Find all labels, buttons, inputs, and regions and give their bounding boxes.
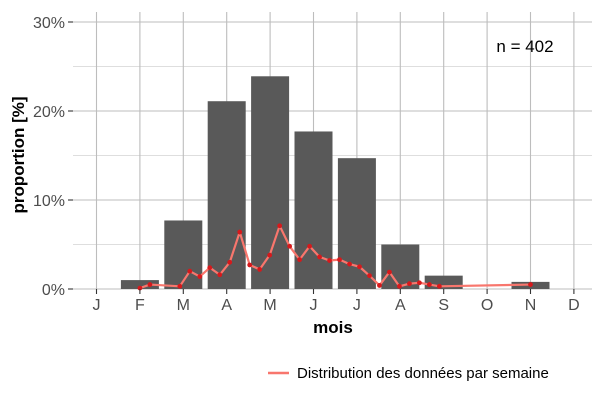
x-tick-label: N xyxy=(525,297,537,314)
bar-4 xyxy=(207,101,246,290)
bars xyxy=(120,76,550,290)
weekly-point xyxy=(207,265,213,271)
bar-6 xyxy=(294,131,333,289)
legend-label: Distribution des données par semaine xyxy=(297,365,549,382)
sample-size-annotation: n = 402 xyxy=(496,37,553,56)
weekly-point xyxy=(357,264,362,270)
x-tick-label: J xyxy=(310,297,318,314)
bar-7 xyxy=(337,158,376,289)
weekly-point xyxy=(317,254,322,260)
weekly-point xyxy=(187,268,193,274)
x-tick-label: A xyxy=(221,297,232,314)
bar-2 xyxy=(120,280,159,289)
weekly-point xyxy=(528,282,533,287)
weekly-point xyxy=(147,282,153,287)
weekly-point xyxy=(257,267,263,272)
legend: Distribution des données par semaine xyxy=(268,365,549,382)
y-tick-label: 0% xyxy=(42,282,65,299)
x-tick-label: M xyxy=(263,297,276,314)
weekly-point xyxy=(436,283,442,289)
weekly-point xyxy=(297,257,303,263)
weekly-distribution-line xyxy=(137,223,533,291)
weekly-point xyxy=(377,283,382,288)
weekly-point xyxy=(217,272,223,278)
x-tick-label: S xyxy=(438,297,449,314)
y-axis-ticks: 0% 10% 20% 30% xyxy=(33,15,73,299)
weekly-point xyxy=(347,261,352,267)
weekly-point xyxy=(267,252,273,258)
weekly-point xyxy=(307,243,312,249)
y-axis-title: proportion [%] xyxy=(9,96,28,213)
weekly-point xyxy=(387,269,392,275)
weekly-point xyxy=(277,223,283,229)
x-axis-title: mois xyxy=(313,318,353,337)
x-tick-label: J xyxy=(353,297,361,314)
weekly-point xyxy=(177,283,183,289)
bar-8 xyxy=(381,244,420,289)
y-tick-label: 30% xyxy=(33,15,65,32)
weekly-point xyxy=(237,229,243,235)
weekly-point xyxy=(327,258,332,263)
weekly-point xyxy=(137,285,143,291)
weekly-point xyxy=(416,280,422,286)
weekly-point xyxy=(367,273,372,279)
bar-3 xyxy=(164,220,203,289)
x-tick-label: J xyxy=(93,297,101,314)
y-tick-label: 10% xyxy=(33,193,65,210)
weekly-point xyxy=(247,262,253,268)
x-tick-label: O xyxy=(481,297,493,314)
x-tick-label: M xyxy=(177,297,190,314)
weekly-point xyxy=(337,257,342,263)
weekly-point xyxy=(197,274,203,279)
weekly-point xyxy=(426,282,432,287)
weekly-point xyxy=(397,283,402,289)
weekly-point xyxy=(227,259,233,265)
x-tick-label: D xyxy=(568,297,580,314)
x-tick-label: A xyxy=(395,297,406,314)
weekly-point xyxy=(287,243,293,249)
weekly-point xyxy=(407,281,412,287)
x-tick-label: F xyxy=(135,297,145,314)
y-tick-label: 20% xyxy=(33,104,65,121)
